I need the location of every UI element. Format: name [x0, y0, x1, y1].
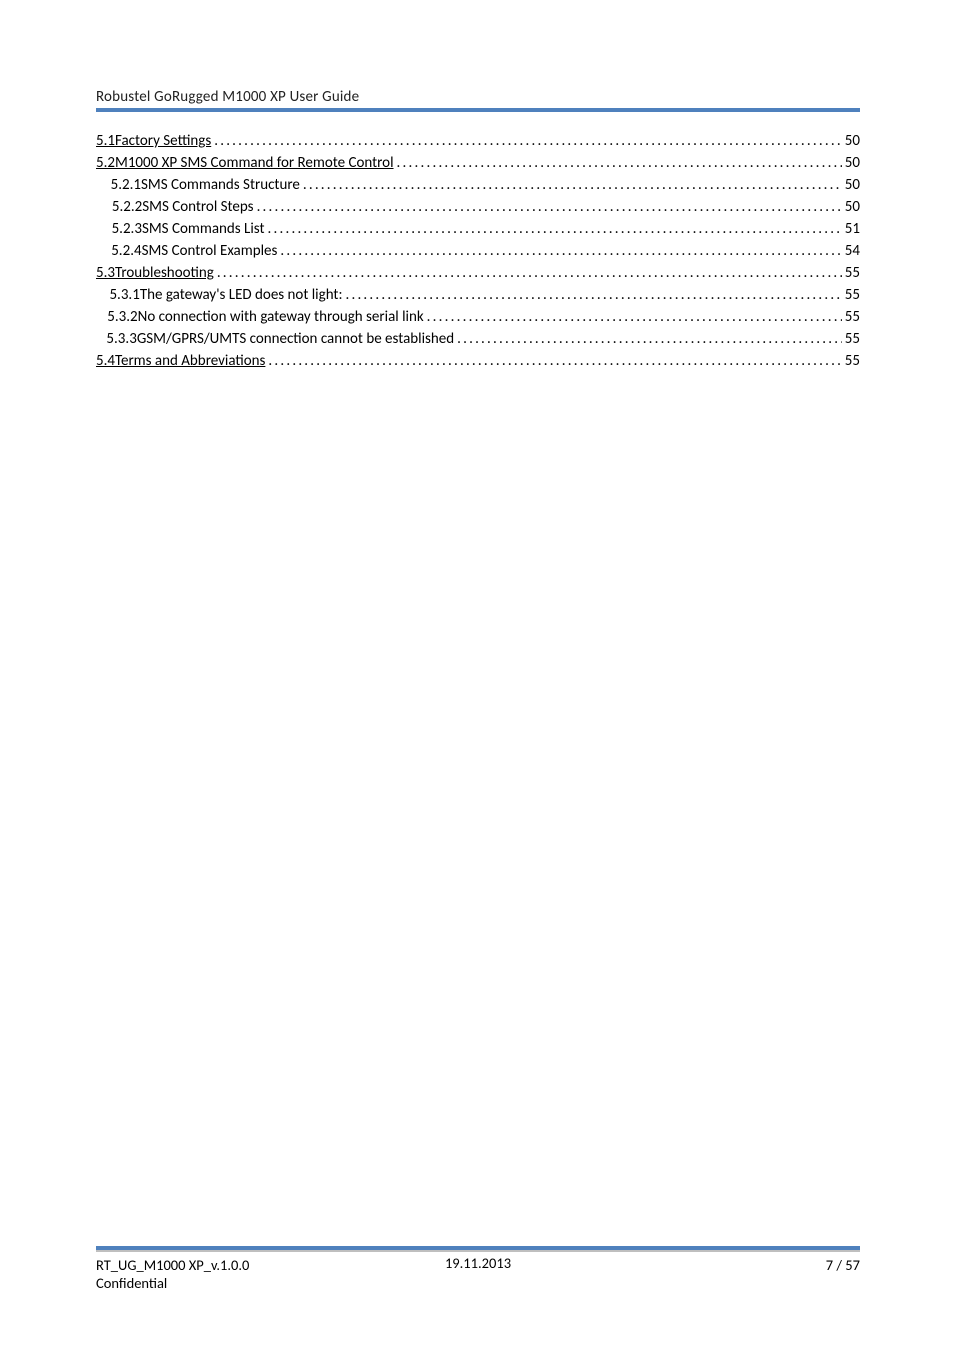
toc-row[interactable]: 5.2.1 SMS Commands Structure ...........… — [96, 174, 860, 196]
toc-leader-dots: ........................................… — [214, 130, 842, 152]
toc-row[interactable]: 5.3.1 The gateway's LED does not light: … — [96, 284, 860, 306]
toc-page: 50 — [845, 152, 860, 174]
toc-num: 5.2.3 — [112, 218, 142, 240]
toc-title: GSM/GPRS/UMTS connection cannot be estab… — [137, 328, 454, 350]
footer-date: 19.11.2013 — [96, 1254, 860, 1272]
toc-row[interactable]: 5.1 Factory Settings ...................… — [96, 130, 860, 152]
toc-title: Terms and Abbreviations — [115, 350, 265, 372]
table-of-contents: 5.1 Factory Settings ...................… — [96, 130, 860, 372]
toc-page: 51 — [845, 218, 860, 240]
toc-row[interactable]: 5.4 Terms and Abbreviations ............… — [96, 350, 860, 372]
toc-leader-dots: ........................................… — [257, 196, 842, 218]
toc-num: 5.1 — [96, 130, 115, 152]
toc-leader-dots: ........................................… — [345, 284, 841, 306]
doc-header-title: Robustel GoRugged M1000 XP User Guide — [96, 88, 858, 106]
toc-page: 55 — [845, 350, 860, 372]
toc-leader-dots: ........................................… — [268, 350, 841, 372]
toc-leader-dots: ........................................… — [280, 240, 841, 262]
footer-confidential: Confidential — [96, 1274, 249, 1292]
page-footer: RT_UG_M1000 XP_v.1.0.0 Confidential 19.1… — [96, 1246, 860, 1292]
toc-leader-dots: ........................................… — [457, 328, 842, 350]
footer-rule-gray — [96, 1250, 860, 1252]
toc-num: 5.3.1 — [109, 284, 139, 306]
toc-leader-dots: ........................................… — [427, 306, 842, 328]
toc-leader-dots: ........................................… — [217, 262, 842, 284]
toc-page: 50 — [845, 130, 860, 152]
toc-title: The gateway's LED does not light: — [140, 284, 343, 306]
toc-row[interactable]: 5.2.4 SMS Control Examples .............… — [96, 240, 860, 262]
toc-title: SMS Commands Structure — [141, 174, 300, 196]
toc-title: M1000 XP SMS Command for Remote Control — [115, 152, 394, 174]
toc-page: 55 — [845, 328, 860, 350]
toc-page: 54 — [845, 240, 860, 262]
toc-title: SMS Commands List — [142, 218, 265, 240]
toc-num: 5.3 — [96, 262, 115, 284]
toc-page: 50 — [845, 174, 860, 196]
toc-row[interactable]: 5.3.2 No connection with gateway through… — [96, 306, 860, 328]
toc-row[interactable]: 5.3.3 GSM/GPRS/UMTS connection cannot be… — [96, 328, 860, 350]
toc-num: 5.2.2 — [112, 196, 142, 218]
toc-row[interactable]: 5.2 M1000 XP SMS Command for Remote Cont… — [96, 152, 860, 174]
toc-title: SMS Control Steps — [142, 196, 253, 218]
toc-title: SMS Control Examples — [142, 240, 278, 262]
toc-title: No connection with gateway through seria… — [138, 306, 424, 328]
toc-row[interactable]: 5.3 Troubleshooting ....................… — [96, 262, 860, 284]
toc-num: 5.3.2 — [107, 306, 137, 328]
toc-row[interactable]: 5.2.3 SMS Commands List ................… — [96, 218, 860, 240]
toc-title: Troubleshooting — [115, 262, 214, 284]
toc-num: 5.2 — [96, 152, 115, 174]
toc-page: 50 — [845, 196, 860, 218]
header-rule-accent — [96, 108, 860, 112]
toc-leader-dots: ........................................… — [397, 152, 842, 174]
toc-num: 5.3.3 — [106, 328, 136, 350]
toc-num: 5.2.1 — [111, 174, 141, 196]
toc-page: 55 — [845, 284, 860, 306]
toc-page: 55 — [845, 262, 860, 284]
toc-row[interactable]: 5.2.2 SMS Control Steps ................… — [96, 196, 860, 218]
toc-page: 55 — [845, 306, 860, 328]
toc-num: 5.4 — [96, 350, 115, 372]
toc-num: 5.2.4 — [111, 240, 141, 262]
toc-leader-dots: ........................................… — [268, 218, 842, 240]
toc-leader-dots: ........................................… — [303, 174, 842, 196]
toc-title: Factory Settings — [115, 130, 211, 152]
